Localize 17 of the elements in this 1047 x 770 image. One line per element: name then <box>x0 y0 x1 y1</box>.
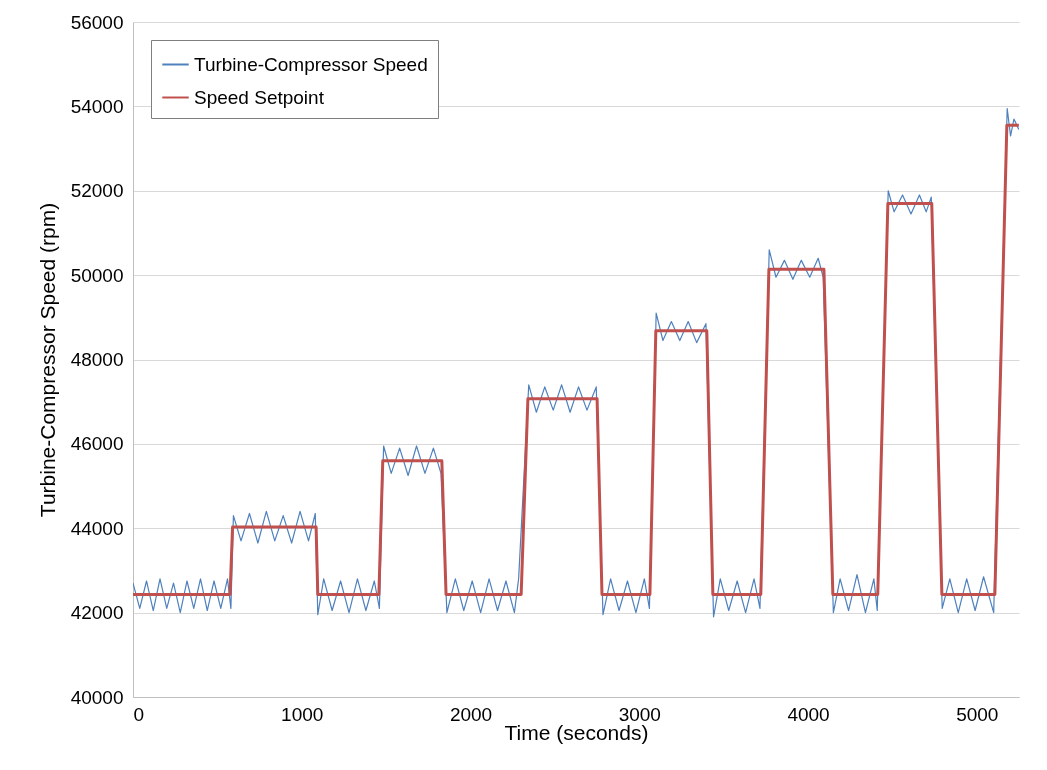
x-tick-label: 2000 <box>449 703 493 725</box>
y-tick-label: 40000 <box>70 686 124 708</box>
x-tick-label: 0 <box>133 703 145 725</box>
x-tick-label: 4000 <box>787 703 830 725</box>
y-tick-label: 46000 <box>70 433 124 455</box>
y-tick-label: 44000 <box>70 517 124 539</box>
legend-label: Turbine-Compressor Speed <box>194 53 428 75</box>
y-tick-label: 50000 <box>70 264 124 286</box>
y-tick-label: 42000 <box>70 602 124 624</box>
x-tick-label: 1000 <box>281 703 324 725</box>
legend-label: Speed Setpoint <box>194 86 325 108</box>
y-tick-label: 52000 <box>70 180 124 202</box>
y-axis-title: Turbine-Compressor Speed (rpm) <box>35 202 59 518</box>
y-tick-label: 56000 <box>70 11 124 33</box>
y-tick-label: 48000 <box>70 349 124 370</box>
x-tick-label: 5000 <box>956 703 999 725</box>
y-tick-label: 54000 <box>70 95 124 117</box>
